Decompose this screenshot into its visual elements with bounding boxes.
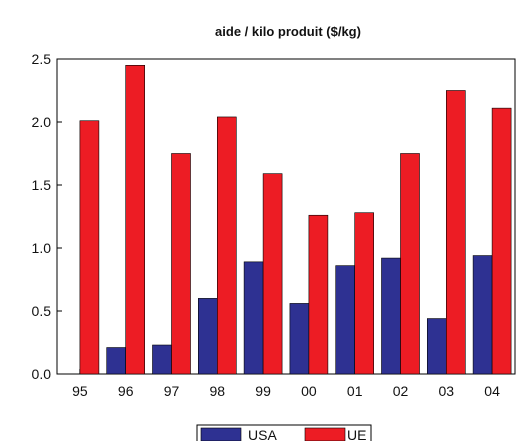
bar-usa <box>152 344 172 375</box>
x-tick-label: 96 <box>118 383 134 399</box>
bar-ue <box>445 90 466 375</box>
x-tick-label: 02 <box>393 383 409 399</box>
bar-usa <box>289 303 310 375</box>
legend-swatch-usa <box>200 427 242 441</box>
chart-title: aide / kilo produit ($/kg) <box>215 24 361 39</box>
bar-ue <box>491 107 512 375</box>
y-tick-label: 2.0 <box>32 114 52 130</box>
plot-area: 0.0 0.5 1.0 1.5 2.0 2.5 95 96 97 98 99 00 01 02 03 04 <box>32 51 516 399</box>
bar-usa <box>106 347 126 375</box>
x-tick-label: 03 <box>439 383 455 399</box>
x-tick-label: 97 <box>164 383 180 399</box>
y-tick-label: 0.0 <box>32 366 52 382</box>
plot-frame <box>56 58 516 375</box>
x-tick-label: 01 <box>347 383 363 399</box>
y-tick-label: 0.5 <box>32 303 52 319</box>
legend-label-ue: UE <box>347 427 366 441</box>
bar-usa <box>381 257 401 375</box>
bar-ue <box>125 65 145 375</box>
bar-ue <box>217 116 237 375</box>
y-tick-label: 2.5 <box>32 51 52 67</box>
y-tick-label: 1.0 <box>32 240 52 256</box>
x-tick-label: 99 <box>255 383 271 399</box>
bar-usa <box>426 318 447 375</box>
x-tick-label: 95 <box>72 383 88 399</box>
bar-ue <box>354 212 375 375</box>
bar-ue <box>171 153 191 375</box>
legend: USA UE <box>196 424 372 441</box>
bar-ue <box>79 120 100 375</box>
bar-ue <box>308 214 329 375</box>
bar-ue <box>400 153 420 375</box>
bar-usa <box>335 265 356 375</box>
x-tick-label: 04 <box>484 383 500 399</box>
x-tick-label: 98 <box>210 383 226 399</box>
legend-swatch-ue <box>304 427 346 441</box>
bar-usa <box>243 261 264 375</box>
bar-usa <box>472 255 493 375</box>
x-tick-label: 00 <box>301 383 317 399</box>
bar-usa <box>198 298 218 375</box>
bar-ue <box>262 173 283 375</box>
legend-label-usa: USA <box>248 427 277 441</box>
y-tick-label: 1.5 <box>32 177 52 193</box>
